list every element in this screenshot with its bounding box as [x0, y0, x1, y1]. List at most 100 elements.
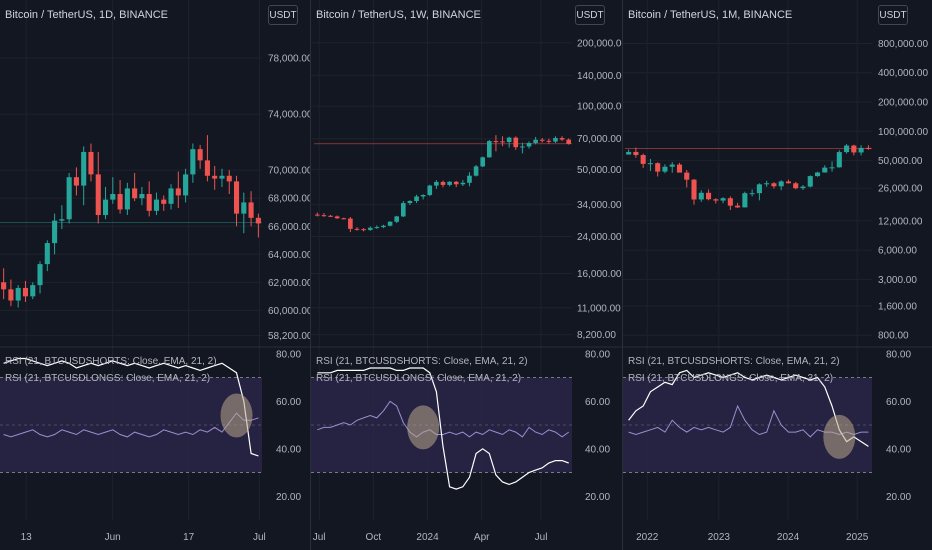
candle-body: [139, 194, 145, 199]
candle-body: [374, 227, 380, 229]
currency-button[interactable]: USDT: [268, 5, 298, 25]
candle-body: [822, 167, 828, 173]
candle-body: [640, 155, 646, 164]
rsi-panel: 80.00 60.00 40.00 20.00: [311, 349, 610, 503]
candle-body: [493, 141, 499, 143]
price-tick-label: 800,000.00: [878, 39, 928, 50]
candle-body: [720, 198, 726, 201]
candle-body: [73, 177, 79, 186]
candle-body: [467, 175, 472, 183]
time-tick-label: Jul: [535, 532, 548, 543]
candle-body: [836, 152, 842, 168]
price-tick-label: 1,600.00: [878, 301, 917, 312]
candle-body: [361, 229, 366, 231]
candle-body: [546, 140, 552, 142]
rsi-tick-label: 40.00: [886, 444, 911, 455]
rsi-tick-label: 20.00: [585, 492, 610, 503]
candle-body: [771, 183, 777, 187]
candle-body: [684, 172, 690, 180]
time-axis: 13 Jun 17 Jul: [21, 532, 266, 543]
price-tick-label: 60,000.00: [268, 306, 310, 317]
candle-body: [233, 181, 240, 214]
candle-body: [334, 216, 340, 219]
candle-body: [706, 192, 712, 200]
rsi-tick-label: 80.00: [585, 349, 610, 360]
candle-body: [381, 225, 386, 228]
rsi-tick-label: 60.00: [585, 397, 610, 408]
highlight-marker: [220, 393, 253, 438]
candle-body: [460, 182, 466, 185]
candle-body: [328, 215, 333, 217]
price-tick-label: 400,000.00: [878, 68, 928, 79]
candle-body: [420, 194, 426, 197]
candle-body: [354, 228, 360, 230]
price-axis: 78,000.00 74,000.00 70,000.00 68,000.00 66,0…: [268, 54, 310, 343]
price-tick-label: 140,000.00: [577, 71, 622, 82]
price-tick-label: 8,200.00: [577, 330, 616, 341]
symbol-title: Bitcoin / TetherUS, 1M, BINANCE: [628, 9, 793, 21]
candle-body: [44, 243, 50, 265]
candle-body: [124, 188, 130, 210]
currency-button[interactable]: USDT: [878, 5, 908, 25]
currency-button[interactable]: USDT: [575, 5, 605, 25]
candle-body: [513, 137, 519, 148]
candle-body: [727, 198, 733, 206]
candle-body: [314, 214, 320, 216]
candle-body: [168, 188, 174, 204]
highlight-marker: [823, 414, 856, 459]
price-tick-label: 200,000.00: [577, 38, 622, 49]
rsi-tick-label: 20.00: [886, 492, 911, 503]
candle-body: [102, 199, 109, 216]
rsi-shorts-line: [3, 357, 259, 457]
candle-body: [566, 139, 572, 144]
time-tick-label: Jul: [313, 532, 326, 543]
candle-body: [153, 199, 160, 211]
price-axis: 200,000.00 140,000.00 100,000.00 70,000.00 5…: [577, 38, 622, 341]
candle-body: [321, 215, 327, 217]
price-tick-label: 16,000.00: [577, 269, 622, 280]
candle-body: [440, 181, 446, 185]
candle-body: [367, 227, 373, 230]
chart-pane-weekly[interactable]: 200,000.00 140,000.00 100,000.00 70,000.00 5…: [311, 0, 622, 550]
price-tick-label: 100,000.00: [577, 102, 622, 113]
time-tick-label: 2024: [777, 532, 800, 543]
rsi-panel: 80.00 60.00 40.00 20.00: [623, 349, 911, 503]
pane-divider[interactable]: [622, 0, 623, 550]
price-tick-label: 100,000.00: [878, 127, 928, 138]
rsi-shorts-legend: RSI (21, BTCUSDSHORTS: Close, EMA, 21, 2…: [5, 356, 217, 367]
price-tick-label: 6,000.00: [878, 246, 917, 257]
candle-body: [473, 166, 479, 176]
candle-body: [756, 184, 762, 194]
weekly-chart-canvas[interactable]: 200,000.00 140,000.00 100,000.00 70,000.00 5…: [311, 0, 622, 550]
price-tick-label: 78,000.00: [268, 54, 310, 65]
chart-pane-monthly[interactable]: 800,000.00 400,000.00 200,000.00 100,000.00…: [623, 0, 932, 550]
rsi-longs-legend: RSI (21, BTCUSDLONGS: Close, EMA, 21, 2): [5, 373, 211, 384]
time-tick-label: Jun: [105, 532, 121, 543]
candle-body: [506, 137, 512, 143]
price-tick-label: 74,000.00: [268, 110, 310, 121]
monthly-chart-canvas[interactable]: 800,000.00 400,000.00 200,000.00 100,000.00…: [623, 0, 932, 550]
price-tick-label: 800.00: [878, 331, 909, 342]
price-tick-label: 58,200.00: [268, 331, 310, 342]
candle-body: [691, 179, 697, 200]
daily-chart-canvas[interactable]: 78,000.00 74,000.00 70,000.00 68,000.00 66,0…: [0, 0, 310, 550]
chart-pane-daily[interactable]: 78,000.00 74,000.00 70,000.00 68,000.00 66,0…: [0, 0, 310, 550]
symbol-title: Bitcoin / TetherUS, 1W, BINANCE: [316, 9, 481, 21]
candle-body: [22, 287, 29, 297]
price-tick-label: 26,000.00: [878, 184, 923, 195]
price-tick-label: 34,000.00: [577, 200, 622, 211]
candle-body: [81, 151, 87, 186]
time-tick-label: 2022: [636, 532, 659, 543]
candle-body: [248, 202, 254, 218]
pane-divider[interactable]: [310, 0, 311, 550]
candle-body: [778, 181, 784, 187]
candle-body: [1, 282, 7, 290]
candle-body: [394, 216, 400, 222]
price-tick-label: 64,000.00: [268, 250, 310, 261]
candle-body: [865, 147, 871, 149]
symbol-title: Bitcoin / TetherUS, 1D, BINANCE: [5, 9, 169, 21]
candle-body: [117, 194, 123, 210]
candle-body: [226, 175, 232, 182]
price-tick-label: 68,000.00: [268, 194, 310, 205]
